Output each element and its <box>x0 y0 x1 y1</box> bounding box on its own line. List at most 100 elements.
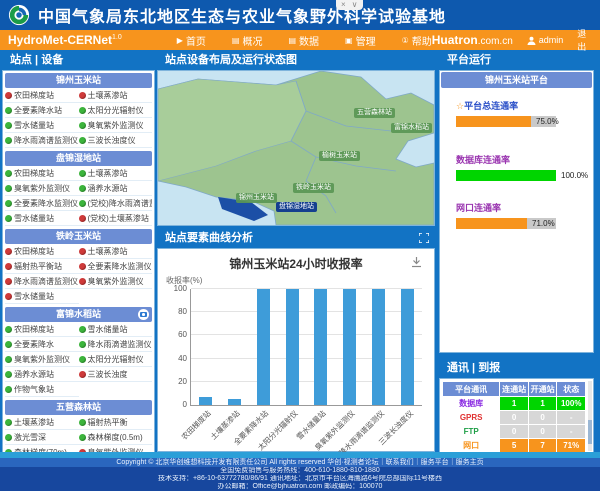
device-item[interactable]: (党校)土壤蒸渗站 <box>78 211 152 226</box>
device-item[interactable]: 激光雪深 <box>5 430 79 445</box>
status-dot-icon <box>5 340 12 348</box>
device-label: 降水雨滴谱监测仪 <box>14 276 78 286</box>
scrollbar-thumb[interactable] <box>588 419 592 444</box>
bar-slot[interactable]: 臭氧紫外监测仪 <box>313 289 364 452</box>
device-item[interactable]: 太阳分光辐射仪 <box>78 352 152 367</box>
device-item[interactable]: 土壤蒸渗站 <box>5 415 79 430</box>
device-item[interactable]: 太阳分光辐射仪 <box>78 103 152 118</box>
chevron-down-icon[interactable]: ∨ <box>351 0 358 9</box>
device-item[interactable]: 雪水储量站 <box>78 322 152 337</box>
table-row-port[interactable]: 网口 5 7 71% <box>441 438 586 453</box>
platform-station-header[interactable]: 锦州玉米站平台 <box>441 72 592 88</box>
device-item[interactable]: 土壤蒸渗站 <box>78 166 152 181</box>
device-item[interactable]: 土壤蒸渗站 <box>78 88 152 103</box>
nav-item-data[interactable]: ▤ 数据 <box>288 35 320 48</box>
device-item[interactable]: 土壤蒸渗站 <box>78 244 152 259</box>
device-item[interactable]: 雪水储量站 <box>5 289 79 304</box>
map-label-jinzhou[interactable]: 锦州玉米站 <box>236 193 277 203</box>
status-dot-icon <box>5 106 12 114</box>
metric-label: ☆平台总连通率 <box>456 101 519 111</box>
device-item[interactable]: 雪水储量站 <box>5 118 79 133</box>
comm-name: 网口 <box>441 438 501 453</box>
map-label-tieling[interactable]: 铁岭玉米站 <box>293 183 334 193</box>
status-dot-icon <box>5 247 12 255</box>
device-item[interactable]: 降水雨滴谱监测仪 <box>78 337 152 352</box>
map-label-fujin[interactable]: 富锦水稻站 <box>391 123 432 133</box>
user-menu[interactable]: admin <box>527 35 563 45</box>
y-tick: 20 <box>178 376 187 386</box>
device-item[interactable]: 臭氧紫外监测仪 <box>5 352 79 367</box>
bar-slot[interactable]: 土壤蒸渗站 <box>209 289 249 442</box>
device-item[interactable]: 农田梯度站 <box>5 244 79 259</box>
device-item[interactable]: 全要素降水 <box>5 337 79 352</box>
site-link[interactable]: Huatron.com.cn <box>431 33 513 47</box>
nav-item-home[interactable]: ▶ 首页 <box>176 35 206 48</box>
device-item[interactable]: 三波长浊度 <box>78 367 152 382</box>
map-label-panjin[interactable]: 盘锦湿地站 <box>276 202 317 212</box>
comm-name: GPRS <box>441 410 501 425</box>
station-map[interactable]: 五营森林站 富锦水稻站 榆树玉米站 铁岭玉米站 锦州玉米站 盘锦湿地站 <box>157 70 435 226</box>
device-item[interactable]: 涵养水源站 <box>5 367 79 382</box>
status-dot-icon <box>78 91 86 99</box>
nav-item-overview[interactable]: ▤ 概况 <box>231 35 263 48</box>
device-item[interactable]: 雪水储量站 <box>5 211 79 226</box>
nav-item-help[interactable]: ① 帮助 <box>401 35 432 48</box>
device-label: 降水雨滴谱监测仪 <box>87 339 152 349</box>
device-item[interactable]: (党校)降水雨滴谱监测仪 <box>78 196 152 211</box>
star-icon: ☆ <box>456 101 465 111</box>
device-label: 农田梯度站 <box>14 324 54 334</box>
device-item[interactable]: 农田梯度站 <box>5 322 79 337</box>
map-label-yushu[interactable]: 榆树玉米站 <box>319 151 360 161</box>
expand-icon[interactable] <box>419 233 429 243</box>
close-icon[interactable]: × <box>341 0 346 9</box>
bar-slot[interactable]: 三波长浊度仪 <box>376 289 422 447</box>
device-item[interactable]: 辐射热平衡站 <box>5 259 79 274</box>
device-item[interactable]: 农田梯度站 <box>5 88 79 103</box>
bar-slot[interactable]: 太阳分光辐射仪 <box>256 289 307 452</box>
progress-bar: 71.0% <box>456 218 592 229</box>
download-icon[interactable] <box>411 257 422 268</box>
device-item[interactable]: 全要素降水监测仪 <box>78 259 152 274</box>
bar-slot[interactable]: 农田梯度站 <box>180 289 220 442</box>
camera-icon[interactable] <box>138 309 149 320</box>
device-item[interactable]: 降水雨滴谱监测仪 <box>5 133 79 148</box>
station-group-header[interactable]: 铁岭玉米站 <box>5 229 152 244</box>
comm-connected: 1 <box>499 396 529 411</box>
status-dot-icon <box>5 355 12 363</box>
device-item[interactable]: 全要素降水站 <box>5 103 79 118</box>
table-row-ftp[interactable]: FTP 0 0 - <box>441 424 586 439</box>
bar-slot[interactable]: 降水雨滴谱监测仪 <box>337 289 393 457</box>
bar-slot[interactable]: 全要素降水站 <box>232 289 278 447</box>
cma-logo-icon <box>8 4 30 26</box>
device-item[interactable]: 森林梯度(0.5m) <box>78 430 152 445</box>
footer-hotline: 全国免费销售与服务热线：400-610-1880-810-1880 <box>0 467 600 475</box>
station-group-header[interactable]: 锦州玉米站 <box>5 73 152 88</box>
device-item[interactable]: 臭氧紫外监测仪 <box>5 181 79 196</box>
device-item[interactable]: 臭氧紫外监测仪 <box>78 274 152 289</box>
station-group-header[interactable]: 盘锦湿地站 <box>5 151 152 166</box>
scrollbar[interactable] <box>588 381 592 451</box>
map-label-wuying[interactable]: 五营森林站 <box>354 108 395 118</box>
device-item[interactable]: 辐射热平衡 <box>78 415 152 430</box>
device-label: 土壤蒸渗站 <box>87 90 128 100</box>
device-label: 臭氧紫外监测仪 <box>87 120 144 130</box>
device-item[interactable]: 作物气象站 <box>5 382 79 397</box>
device-item[interactable]: 降水雨滴谱监测仪 <box>5 274 79 289</box>
sidebar: 站点 | 设备 锦州玉米站 农田梯度站 土壤蒸渗站 全要素降水站 太阳分光辐射仪… <box>2 50 155 466</box>
status-dot-icon <box>78 355 86 363</box>
bar-slot[interactable]: 雪水储量站 <box>295 289 336 442</box>
table-row-gprs[interactable]: GPRS 0 0 - <box>441 410 586 425</box>
device-item[interactable]: 臭氧紫外监测仪 <box>78 118 152 133</box>
device-item[interactable]: 农田梯度站 <box>5 166 79 181</box>
station-group-header[interactable]: 五营森林站 <box>5 400 152 415</box>
brand-version: 1.0 <box>112 34 122 41</box>
device-item[interactable]: 三波长浊度仪 <box>78 133 152 148</box>
station-group-header[interactable]: 富锦水稻站 <box>5 307 152 322</box>
metric-database-connectivity: 数据库连通率 100.0% <box>456 153 588 181</box>
device-item[interactable]: 全要素降水监测仪 <box>5 196 79 211</box>
window-controls[interactable]: × ∨ <box>336 0 363 10</box>
table-row-database[interactable]: 数据库 1 1 100% <box>441 396 586 411</box>
device-item[interactable]: 涵养水源站 <box>78 181 152 196</box>
nav-item-manage[interactable]: ▣ 管理 <box>345 35 376 48</box>
logout-button[interactable]: 退出 <box>577 29 587 52</box>
